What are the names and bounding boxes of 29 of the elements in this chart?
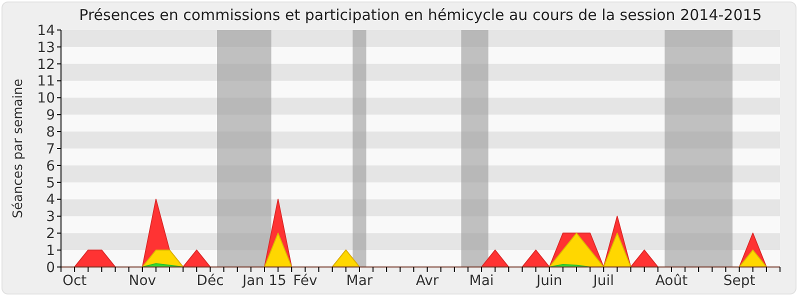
x-tick-label: Juil: [592, 273, 614, 289]
y-tick-label: 13: [37, 40, 55, 56]
y-tick-label: 2: [46, 226, 55, 242]
y-tick-label: 11: [37, 74, 55, 90]
y-tick-label: 12: [37, 56, 55, 73]
x-tick-label: Mar: [346, 273, 373, 289]
x-tick-label: Jan 15: [242, 273, 286, 289]
y-tick-label: 4: [46, 192, 56, 208]
y-tick-label: 6: [46, 158, 56, 174]
x-tick-label: Avr: [416, 273, 439, 289]
y-tick-label: 14: [37, 22, 56, 39]
x-tick-label: Fév: [293, 273, 318, 289]
x-tick-label: Juin: [535, 273, 562, 289]
y-axis-title: Séances par semaine: [11, 78, 26, 218]
y-tick-label: 5: [46, 175, 55, 192]
x-tick-label: Mai: [469, 273, 494, 289]
x-tick-label: Oct: [62, 273, 88, 289]
x-tick-label: Août: [655, 273, 688, 289]
chart-title: Présences en commissions et participation en hémicycle au cours de la session 2014-2015: [79, 6, 762, 24]
x-tick-label: Nov: [128, 273, 156, 289]
y-tick-label: 3: [46, 209, 55, 226]
y-tick-label: 10: [37, 90, 55, 107]
y-tick-label: 8: [46, 124, 55, 140]
y-tick-label: 7: [46, 141, 55, 158]
y-tick-label: 1: [46, 242, 55, 259]
x-tick-label: Déc: [196, 273, 224, 289]
x-tick-label: Sept: [723, 273, 756, 289]
y-tick-label: 9: [46, 108, 55, 124]
y-tick-label: 0: [46, 260, 55, 276]
